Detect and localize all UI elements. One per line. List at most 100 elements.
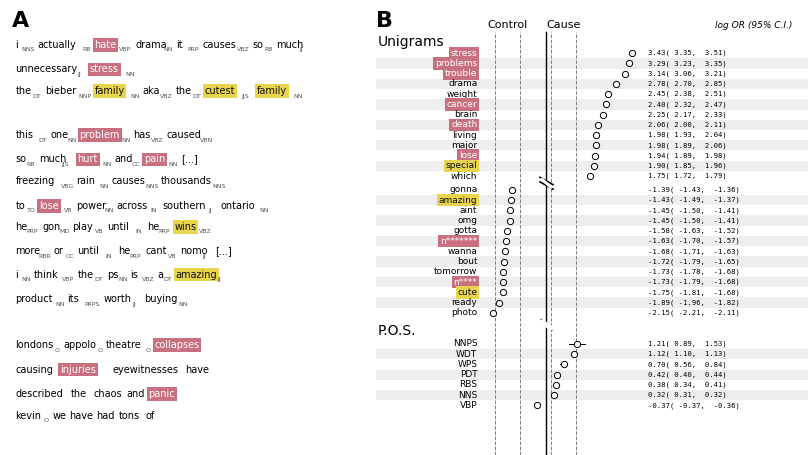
Text: PRP: PRP (27, 229, 38, 234)
Text: DT: DT (192, 94, 201, 99)
Text: 2.06( 2.00,  2.11): 2.06( 2.00, 2.11) (648, 121, 727, 128)
Text: 2.40( 2.32,  2.47): 2.40( 2.32, 2.47) (648, 101, 727, 108)
Text: lose: lose (39, 201, 59, 211)
Text: Cause: Cause (547, 20, 581, 30)
Text: 0.38( 0.34,  0.41): 0.38( 0.34, 0.41) (648, 382, 727, 388)
Text: n****: n**** (453, 278, 478, 287)
Text: NN: NN (21, 277, 31, 282)
Text: of: of (146, 410, 155, 420)
Text: NN: NN (104, 208, 114, 213)
Text: Unigrams: Unigrams (378, 35, 444, 49)
Text: until: until (107, 222, 128, 232)
Text: VBN: VBN (200, 137, 213, 142)
Text: JJ: JJ (203, 254, 207, 259)
Text: IN: IN (106, 254, 112, 259)
Text: TO: TO (27, 208, 36, 213)
Bar (376, 58, 808, 69)
Text: eyewitnesses: eyewitnesses (112, 364, 179, 374)
Text: WDT: WDT (457, 349, 478, 359)
Text: this: this (15, 130, 33, 140)
Text: power: power (76, 201, 107, 211)
Text: -1.89( -1.96,  -1.82): -1.89( -1.96, -1.82) (648, 299, 740, 306)
Text: ps: ps (107, 269, 118, 279)
Text: -1.39( -1.43,  -1.36): -1.39( -1.43, -1.36) (648, 187, 740, 193)
Text: special: special (445, 162, 478, 170)
Bar (376, 236, 808, 246)
Text: NNP: NNP (78, 94, 91, 99)
Text: NN: NN (293, 94, 303, 99)
Text: NN: NN (163, 47, 173, 52)
Text: -0.37( -0.37,  -0.36): -0.37( -0.37, -0.36) (648, 402, 740, 409)
Text: nomo: nomo (180, 246, 208, 256)
Text: JJ: JJ (208, 208, 212, 213)
Text: ready: ready (452, 298, 478, 307)
Text: cant: cant (145, 246, 166, 256)
Text: CC: CC (132, 162, 141, 167)
Text: gotta: gotta (453, 226, 478, 235)
Text: more: more (15, 246, 40, 256)
Text: VBZ: VBZ (237, 47, 250, 52)
Text: so: so (15, 154, 27, 164)
Text: VBG: VBG (61, 184, 74, 189)
Text: NN: NN (178, 302, 187, 307)
Text: photo: photo (451, 308, 478, 317)
Text: O: O (145, 348, 150, 353)
Text: P.O.S.: P.O.S. (378, 324, 416, 338)
Bar (376, 349, 808, 359)
Text: family: family (257, 86, 287, 96)
Text: O: O (98, 348, 103, 353)
Text: -1.75( -1.81,  -1.68): -1.75( -1.81, -1.68) (648, 289, 740, 296)
Text: 2.78( 2.70,  2.85): 2.78( 2.70, 2.85) (648, 81, 727, 87)
Text: VB: VB (64, 208, 73, 213)
Text: play: play (72, 222, 93, 232)
Text: 1.90( 1.85,  1.96): 1.90( 1.85, 1.96) (648, 162, 727, 169)
Text: a: a (158, 269, 163, 279)
Bar (376, 195, 808, 205)
Text: Control: Control (488, 20, 528, 30)
Text: PDT: PDT (460, 370, 478, 379)
Text: i: i (15, 269, 19, 279)
Text: which: which (451, 172, 478, 181)
Text: much: much (39, 154, 66, 164)
Text: PRP: PRP (158, 229, 170, 234)
Text: 1.98( 1.93,  2.04): 1.98( 1.93, 2.04) (648, 132, 727, 138)
Text: NN: NN (67, 137, 77, 142)
Text: think: think (33, 269, 58, 279)
Text: WPS: WPS (457, 360, 478, 369)
Text: freezing: freezing (15, 176, 55, 186)
Text: drama: drama (448, 80, 478, 88)
Text: VBP: VBP (460, 401, 478, 410)
Bar (376, 99, 808, 110)
Text: injuries: injuries (60, 364, 96, 374)
Text: across: across (116, 201, 148, 211)
Text: CC: CC (65, 254, 74, 259)
Bar (376, 216, 808, 226)
Text: much: much (276, 40, 304, 50)
Text: JJ: JJ (217, 277, 221, 282)
Text: panic: panic (149, 389, 175, 399)
Text: DT: DT (38, 137, 47, 142)
Text: 0.32( 0.31,  0.32): 0.32( 0.31, 0.32) (648, 392, 727, 399)
Text: JJS: JJS (241, 94, 249, 99)
Text: rain: rain (77, 176, 95, 186)
Text: buying: buying (145, 294, 178, 304)
Bar (376, 298, 808, 308)
Text: cancer: cancer (447, 100, 478, 109)
Text: 3.14( 3.06,  3.21): 3.14( 3.06, 3.21) (648, 71, 727, 77)
Text: MD: MD (60, 229, 69, 234)
Text: RB: RB (27, 162, 36, 167)
Text: NN: NN (126, 72, 136, 77)
Text: PRPS: PRPS (84, 302, 99, 307)
Text: JJ: JJ (78, 72, 82, 77)
Text: NN: NN (55, 302, 65, 307)
Text: A: A (12, 11, 29, 31)
Text: have: have (185, 364, 209, 374)
Text: trouble: trouble (445, 69, 478, 78)
Bar (376, 140, 808, 151)
Text: to: to (15, 201, 25, 211)
Bar (376, 120, 808, 130)
Text: we: we (53, 410, 66, 420)
Text: amazing: amazing (175, 269, 217, 279)
Text: omg: omg (457, 216, 478, 225)
Text: -1.68( -1.71,  -1.63): -1.68( -1.71, -1.63) (648, 248, 740, 255)
